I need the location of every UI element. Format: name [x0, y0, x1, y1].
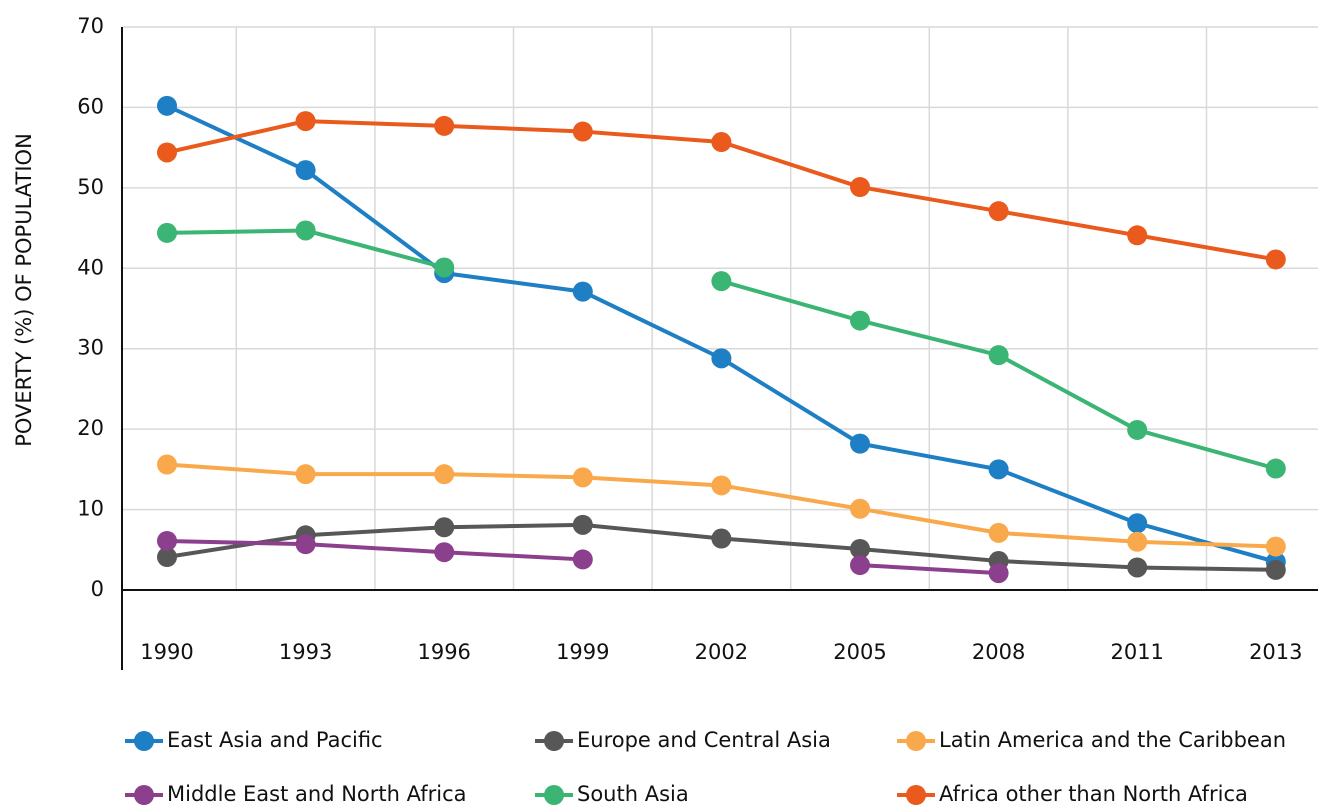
- legend-marker: [906, 731, 926, 751]
- data-point: [988, 563, 1009, 584]
- data-point: [1265, 458, 1286, 479]
- x-tick-label: 1996: [417, 640, 470, 664]
- legend-label: Europe and Central Asia: [577, 728, 831, 752]
- data-point: [1127, 225, 1148, 246]
- data-point: [434, 464, 455, 485]
- data-point: [850, 498, 870, 519]
- y-tick-label: 40: [77, 255, 104, 279]
- y-axis-label: POVERTY (%) OF POPULATION: [12, 133, 36, 447]
- legend-label: Latin America and the Caribbean: [939, 728, 1286, 752]
- data-point: [1127, 513, 1148, 534]
- data-point: [1265, 249, 1286, 270]
- data-point: [988, 201, 1009, 222]
- data-point: [988, 345, 1009, 366]
- x-tick-label: 2005: [833, 640, 886, 664]
- data-point: [572, 549, 593, 570]
- legend-marker: [134, 731, 154, 751]
- data-point: [434, 257, 455, 278]
- data-point: [572, 121, 593, 142]
- legend-label: Africa other than North Africa: [939, 782, 1248, 806]
- y-tick-label: 70: [77, 14, 104, 38]
- data-point: [1127, 419, 1148, 440]
- y-tick-label: 10: [77, 497, 104, 521]
- legend-label: South Asia: [577, 782, 689, 806]
- data-point: [711, 475, 732, 496]
- data-point: [850, 310, 870, 331]
- data-point: [1127, 531, 1148, 552]
- data-point: [157, 547, 177, 568]
- data-point: [1265, 559, 1286, 580]
- data-point: [295, 534, 316, 555]
- data-point: [1265, 536, 1286, 557]
- data-point: [850, 555, 870, 576]
- x-tick-label: 1999: [556, 640, 609, 664]
- y-tick-label: 20: [77, 416, 104, 440]
- x-tick-label: 2002: [695, 640, 748, 664]
- data-point: [157, 530, 177, 551]
- data-point: [157, 95, 177, 116]
- legend-label: East Asia and Pacific: [167, 728, 383, 752]
- data-point: [572, 467, 593, 488]
- data-point: [711, 271, 732, 292]
- data-point: [572, 281, 593, 302]
- data-point: [850, 433, 870, 454]
- data-point: [711, 348, 732, 369]
- data-point: [295, 464, 316, 485]
- x-tick-label: 1993: [279, 640, 332, 664]
- data-point: [157, 142, 177, 163]
- y-tick-label: 50: [77, 175, 104, 199]
- data-point: [295, 111, 316, 132]
- data-point: [711, 132, 732, 153]
- data-point: [434, 517, 455, 538]
- data-point: [434, 115, 455, 136]
- data-point: [1127, 557, 1148, 578]
- x-tick-label: 2008: [972, 640, 1025, 664]
- data-point: [295, 160, 316, 181]
- data-point: [295, 220, 316, 241]
- y-tick-label: 30: [77, 336, 104, 360]
- data-point: [572, 514, 593, 535]
- data-point: [850, 177, 870, 198]
- series-line: [166, 538, 999, 576]
- legend-label: Middle East and North Africa: [167, 782, 467, 806]
- x-tick-label: 2013: [1249, 640, 1302, 664]
- legend-marker: [544, 731, 564, 751]
- x-tick-label: 2011: [1110, 640, 1163, 664]
- data-point: [711, 528, 732, 549]
- data-point: [988, 522, 1009, 543]
- y-tick-label: 0: [91, 577, 104, 601]
- data-point: [434, 542, 455, 563]
- legend-marker: [134, 785, 154, 805]
- x-tick-label: 1990: [140, 640, 193, 664]
- data-point: [988, 459, 1009, 480]
- legend-marker: [544, 785, 564, 805]
- data-point: [157, 222, 177, 243]
- y-tick-label: 60: [77, 94, 104, 118]
- data-point: [157, 454, 177, 475]
- data-point: [850, 538, 870, 559]
- legend-marker: [906, 785, 926, 805]
